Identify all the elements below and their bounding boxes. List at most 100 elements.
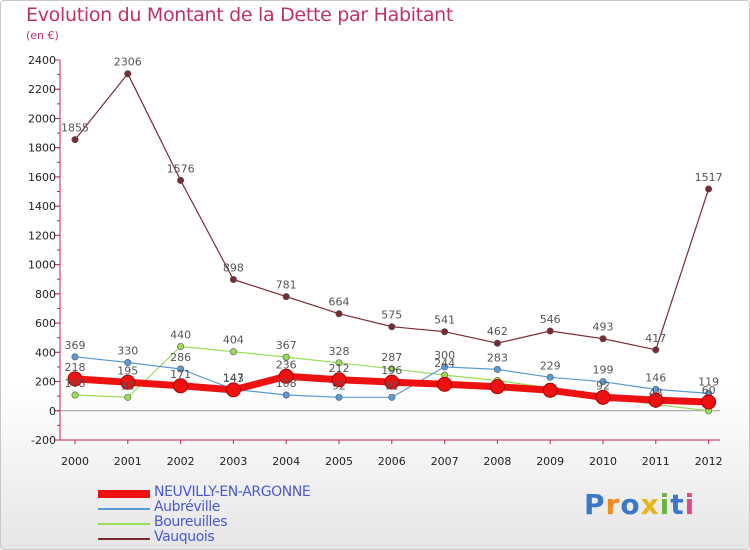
data-label-vauquois: 493	[593, 321, 614, 334]
data-point-aubreville	[599, 378, 607, 386]
data-label-boureuilles: 244	[434, 357, 455, 370]
y-tick-label: 2200	[28, 83, 56, 96]
data-point-boureuilles	[388, 365, 396, 373]
data-label-vauquois: 2306	[114, 56, 142, 69]
data-label-aubreville: 300	[434, 349, 455, 362]
logo-letter: o	[620, 488, 641, 521]
x-tick-label: 2002	[167, 455, 195, 468]
data-label-boureuilles: 287	[381, 351, 402, 364]
data-label-aubreville: 369	[65, 339, 86, 352]
data-label-neuvilly-en-argonne: 171	[170, 368, 191, 381]
y-tick-label: 2400	[28, 54, 56, 67]
data-point-aubreville	[124, 359, 132, 367]
x-tick-label: 2010	[589, 455, 617, 468]
data-point-neuvilly-en-argonne	[648, 392, 664, 408]
data-point-vauquois	[652, 346, 660, 354]
data-label-boureuilles: 367	[276, 339, 297, 352]
data-point-aubreville	[282, 391, 290, 399]
data-label-aubreville: 92	[332, 379, 346, 392]
logo-letter: t	[670, 488, 685, 521]
y-tick-label: 1000	[28, 259, 56, 272]
data-label-vauquois: 417	[645, 332, 666, 345]
data-label-vauquois: 1576	[167, 162, 195, 175]
data-label-vauquois: 1855	[61, 122, 89, 135]
y-tick-label: 600	[35, 317, 56, 330]
legend-label: Boureuilles	[154, 514, 228, 530]
data-point-boureuilles	[177, 342, 185, 350]
logo-letter: P	[584, 488, 606, 521]
data-label-vauquois: 541	[434, 314, 455, 327]
data-label-aubreville: 286	[170, 351, 191, 364]
data-point-vauquois	[388, 323, 396, 331]
data-label-vauquois: 898	[223, 262, 244, 275]
data-label-vauquois: 1517	[695, 171, 723, 184]
data-point-boureuilles	[124, 393, 132, 401]
x-tick-label: 2005	[325, 455, 353, 468]
x-tick-label: 2006	[378, 455, 406, 468]
data-point-vauquois	[546, 327, 554, 335]
x-tick-label: 2004	[272, 455, 300, 468]
data-label-neuvilly-en-argonne: 143	[223, 372, 244, 385]
data-point-vauquois	[71, 136, 79, 144]
y-tick-label: 400	[35, 346, 56, 359]
data-point-aubreville	[546, 373, 554, 381]
data-point-neuvilly-en-argonne	[489, 379, 505, 395]
data-point-neuvilly-en-argonne	[331, 372, 347, 388]
data-label-aubreville: 119	[698, 375, 719, 388]
x-tick-label: 2003	[219, 455, 247, 468]
y-tick-label: 1600	[28, 171, 56, 184]
data-label-boureuilles: 440	[170, 328, 191, 341]
data-label-neuvilly-en-argonne: 218	[65, 361, 86, 374]
data-label-boureuilles: 92	[121, 379, 135, 392]
data-point-neuvilly-en-argonne	[173, 378, 189, 394]
y-tick-label: 2000	[28, 112, 56, 125]
data-point-neuvilly-en-argonne	[701, 394, 717, 410]
x-tick-label: 2012	[695, 455, 723, 468]
x-tick-label: 2008	[483, 455, 511, 468]
data-point-aubreville	[71, 353, 79, 361]
data-label-aubreville: 147	[223, 371, 244, 384]
data-point-vauquois	[282, 293, 290, 301]
y-tick-label: 200	[35, 376, 56, 389]
y-tick-label: 1400	[28, 200, 56, 213]
data-point-neuvilly-en-argonne	[225, 382, 241, 398]
legend-label: Aubréville	[154, 499, 220, 515]
y-tick-label: 1200	[28, 229, 56, 242]
data-label-neuvilly-en-argonne: 212	[329, 362, 350, 375]
x-tick-label: 2000	[61, 455, 89, 468]
data-point-vauquois	[124, 70, 132, 78]
data-point-neuvilly-en-argonne	[384, 374, 400, 390]
y-tick-label: 800	[35, 288, 56, 301]
data-point-aubreville	[441, 363, 449, 371]
logo-letter: i	[659, 488, 671, 521]
data-label-vauquois: 575	[381, 309, 402, 322]
data-point-boureuilles	[229, 348, 237, 356]
legend-label: Vauquois	[154, 529, 215, 545]
data-point-neuvilly-en-argonne	[120, 374, 136, 390]
logo-letter: x	[640, 488, 660, 521]
data-point-vauquois	[335, 310, 343, 318]
x-tick-label: 2007	[431, 455, 459, 468]
data-label-boureuilles: 404	[223, 334, 244, 347]
data-point-neuvilly-en-argonne	[595, 389, 611, 405]
data-label-neuvilly-en-argonne: 60	[702, 384, 716, 397]
data-point-aubreville	[493, 365, 501, 373]
data-label-aubreville: 108	[276, 377, 297, 390]
data-point-boureuilles	[71, 391, 79, 399]
chart-subtitle: (en €)	[26, 29, 59, 42]
data-label-aubreville: 330	[117, 345, 138, 358]
data-label-neuvilly-en-argonne: 236	[276, 358, 297, 371]
data-point-boureuilles	[335, 359, 343, 367]
data-label-aubreville: 283	[487, 351, 508, 364]
data-point-aubreville	[177, 365, 185, 373]
logo-letter: i	[684, 488, 696, 521]
y-tick-label: 1800	[28, 142, 56, 155]
data-point-vauquois	[441, 328, 449, 336]
proxiti-logo: Proxiti	[584, 488, 695, 521]
data-label-neuvilly-en-argonne: 195	[117, 364, 138, 377]
data-label-neuvilly-en-argonne: 196	[381, 364, 402, 377]
chart-title: Evolution du Montant de la Dette par Hab…	[26, 4, 454, 26]
legend-swatch	[98, 523, 150, 525]
data-point-aubreville	[388, 393, 396, 401]
